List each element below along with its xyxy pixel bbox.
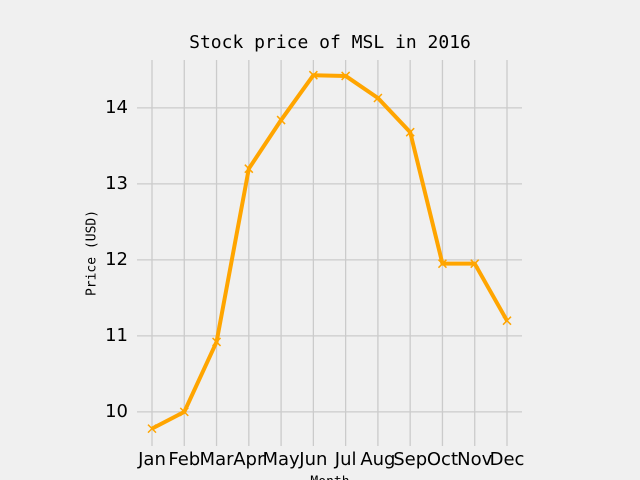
point-marker <box>212 337 222 347</box>
point-marker <box>179 407 189 417</box>
x-axis-label: Month <box>310 475 349 480</box>
point-marker <box>470 259 480 269</box>
point-marker <box>147 424 157 434</box>
x-tick-label: Nov <box>457 449 492 470</box>
x-tick-label: Mar <box>200 449 235 470</box>
line <box>151 73 509 431</box>
point-marker <box>405 127 415 137</box>
x-tick-label: Jun <box>298 449 327 470</box>
y-axis-label: Price (USD) <box>85 210 100 296</box>
x-tick-label: Sep <box>393 449 427 470</box>
x-tick-label: Aug <box>360 449 395 470</box>
point-marker <box>244 164 254 174</box>
y-tick-label: 11 <box>105 325 128 346</box>
y-tick-label: 10 <box>105 401 128 422</box>
x-tick-label: Apr <box>233 449 265 470</box>
x-tick-label: May <box>262 449 300 470</box>
point-marker <box>276 115 286 125</box>
y-tick-label: 13 <box>105 173 128 194</box>
point-marker <box>341 71 351 81</box>
x-tick-label: Oct <box>427 449 458 470</box>
x-tick-label: Jan <box>137 449 166 470</box>
x-tick-label: Feb <box>168 449 200 470</box>
point-marker <box>308 70 318 80</box>
x-tick-label: Jul <box>334 449 357 470</box>
chart-title: Stock price of MSL in 2016 <box>189 32 471 53</box>
y-tick-label: 14 <box>105 97 128 118</box>
point-marker <box>373 93 383 103</box>
point-marker <box>502 316 512 326</box>
x-tick-label: Dec <box>490 449 525 470</box>
point-marker <box>437 259 447 269</box>
y-tick-label: 12 <box>105 249 128 270</box>
